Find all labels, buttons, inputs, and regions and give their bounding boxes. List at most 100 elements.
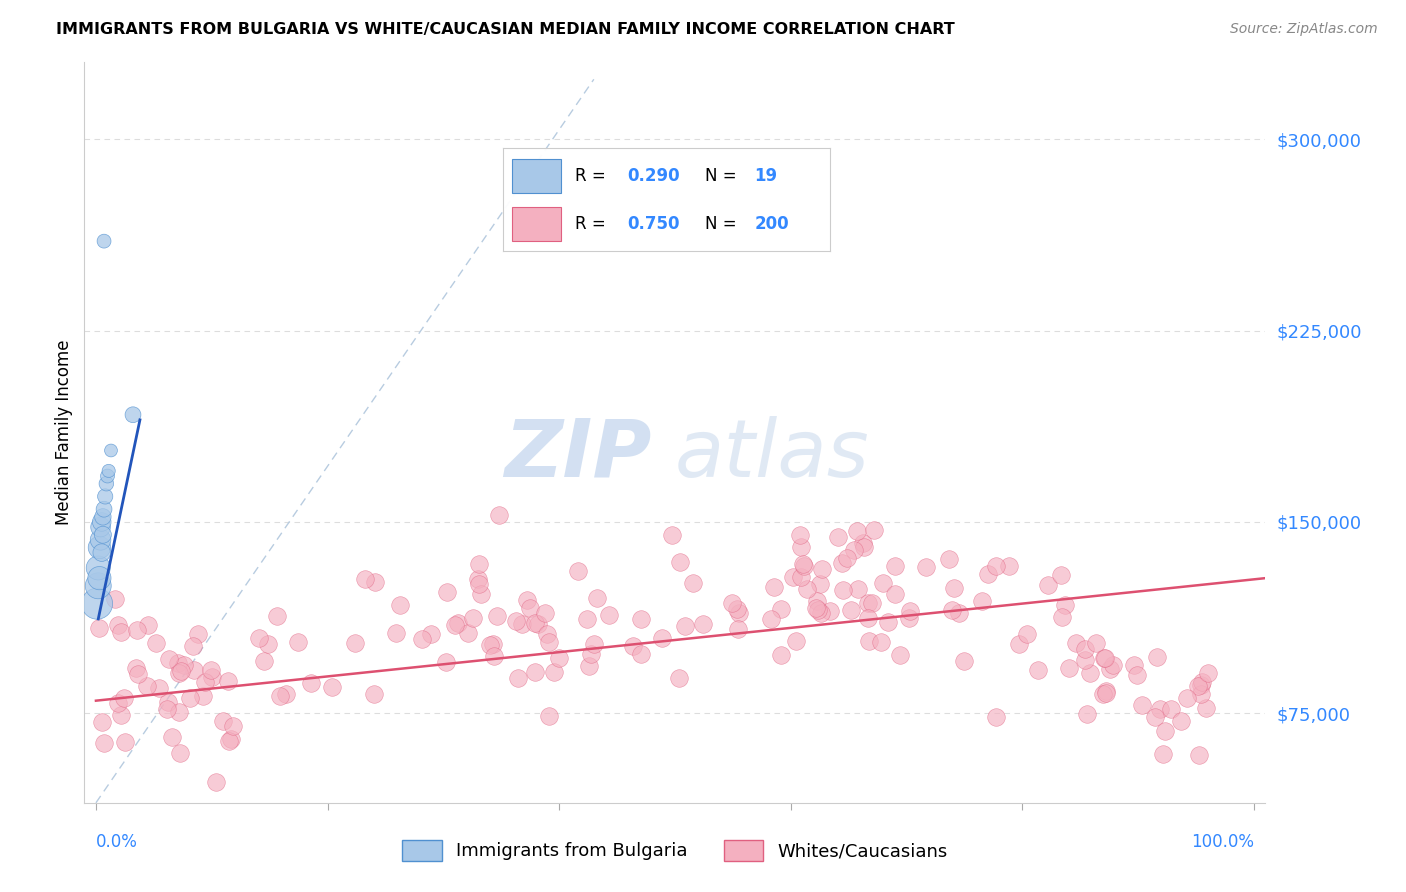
Point: [169, 746, 191, 760]
Point: [811, 562, 834, 576]
Point: [93, 735, 115, 749]
Point: [818, 603, 841, 617]
Point: [782, 570, 804, 584]
Point: [1064, 635, 1087, 649]
Point: [578, 658, 600, 673]
Point: [972, 594, 994, 608]
Point: [585, 591, 607, 605]
Point: [792, 558, 814, 572]
Legend: Immigrants from Bulgaria, Whites/Caucasians: Immigrants from Bulgaria, Whites/Caucasi…: [395, 832, 955, 868]
Point: [941, 603, 963, 617]
Point: [770, 648, 793, 663]
Point: [621, 639, 644, 653]
Point: [482, 637, 505, 651]
Point: [385, 626, 408, 640]
Point: [858, 611, 880, 625]
Point: [524, 665, 547, 679]
Point: [353, 572, 375, 586]
Point: [156, 701, 179, 715]
Point: [1144, 710, 1167, 724]
Point: [808, 577, 831, 591]
Point: [1189, 678, 1212, 692]
Point: [669, 555, 692, 569]
Point: [598, 607, 620, 622]
Text: 0.0%: 0.0%: [96, 833, 138, 852]
Point: [1126, 668, 1149, 682]
Point: [212, 714, 235, 728]
Point: [831, 556, 853, 570]
Point: [125, 661, 148, 675]
Point: [93, 502, 115, 516]
Text: Source: ZipAtlas.com: Source: ZipAtlas.com: [1230, 22, 1378, 37]
Point: [543, 665, 565, 679]
Point: [112, 691, 135, 706]
Point: [863, 523, 886, 537]
Point: [858, 633, 880, 648]
Point: [470, 587, 492, 601]
Point: [832, 583, 855, 598]
Point: [156, 695, 179, 709]
Point: [977, 566, 1000, 581]
Point: [321, 680, 343, 694]
Point: [90, 546, 112, 560]
Point: [1160, 702, 1182, 716]
Point: [796, 582, 818, 596]
Point: [537, 708, 560, 723]
Point: [512, 617, 534, 632]
Point: [762, 580, 785, 594]
Point: [727, 606, 749, 620]
Point: [692, 617, 714, 632]
Point: [1094, 651, 1116, 665]
Point: [389, 598, 412, 612]
Point: [1099, 662, 1122, 676]
Point: [915, 559, 938, 574]
Point: [942, 582, 965, 596]
Point: [852, 536, 875, 550]
Point: [785, 633, 807, 648]
Point: [1187, 679, 1209, 693]
Text: 19: 19: [755, 167, 778, 185]
Point: [579, 647, 602, 661]
Point: [485, 608, 508, 623]
Point: [287, 635, 309, 649]
Point: [457, 626, 479, 640]
Point: [269, 689, 291, 703]
Point: [136, 618, 159, 632]
Point: [1007, 637, 1029, 651]
Point: [651, 631, 673, 645]
Point: [984, 710, 1007, 724]
Point: [90, 520, 112, 534]
Point: [844, 542, 866, 557]
Point: [193, 689, 215, 703]
Point: [547, 650, 569, 665]
Point: [898, 604, 921, 618]
Point: [205, 775, 228, 789]
Point: [478, 639, 501, 653]
Point: [846, 582, 869, 596]
Point: [125, 623, 148, 637]
Point: [343, 636, 366, 650]
Point: [810, 606, 832, 620]
Point: [468, 558, 491, 572]
Point: [222, 719, 245, 733]
Point: [89, 571, 111, 585]
Point: [411, 632, 433, 647]
Point: [96, 476, 118, 491]
Point: [1085, 636, 1108, 650]
Point: [1094, 686, 1116, 700]
Point: [870, 635, 893, 649]
Point: [127, 667, 149, 681]
Point: [1078, 665, 1101, 680]
Text: 100.0%: 100.0%: [1191, 833, 1254, 852]
Point: [200, 663, 222, 677]
Point: [682, 576, 704, 591]
Point: [253, 654, 276, 668]
Point: [721, 596, 744, 610]
Text: R =: R =: [575, 216, 610, 234]
Y-axis label: Median Family Income: Median Family Income: [55, 340, 73, 525]
Point: [1092, 651, 1115, 665]
Point: [90, 515, 112, 529]
Point: [506, 671, 529, 685]
Point: [938, 551, 960, 566]
Point: [1026, 663, 1049, 677]
